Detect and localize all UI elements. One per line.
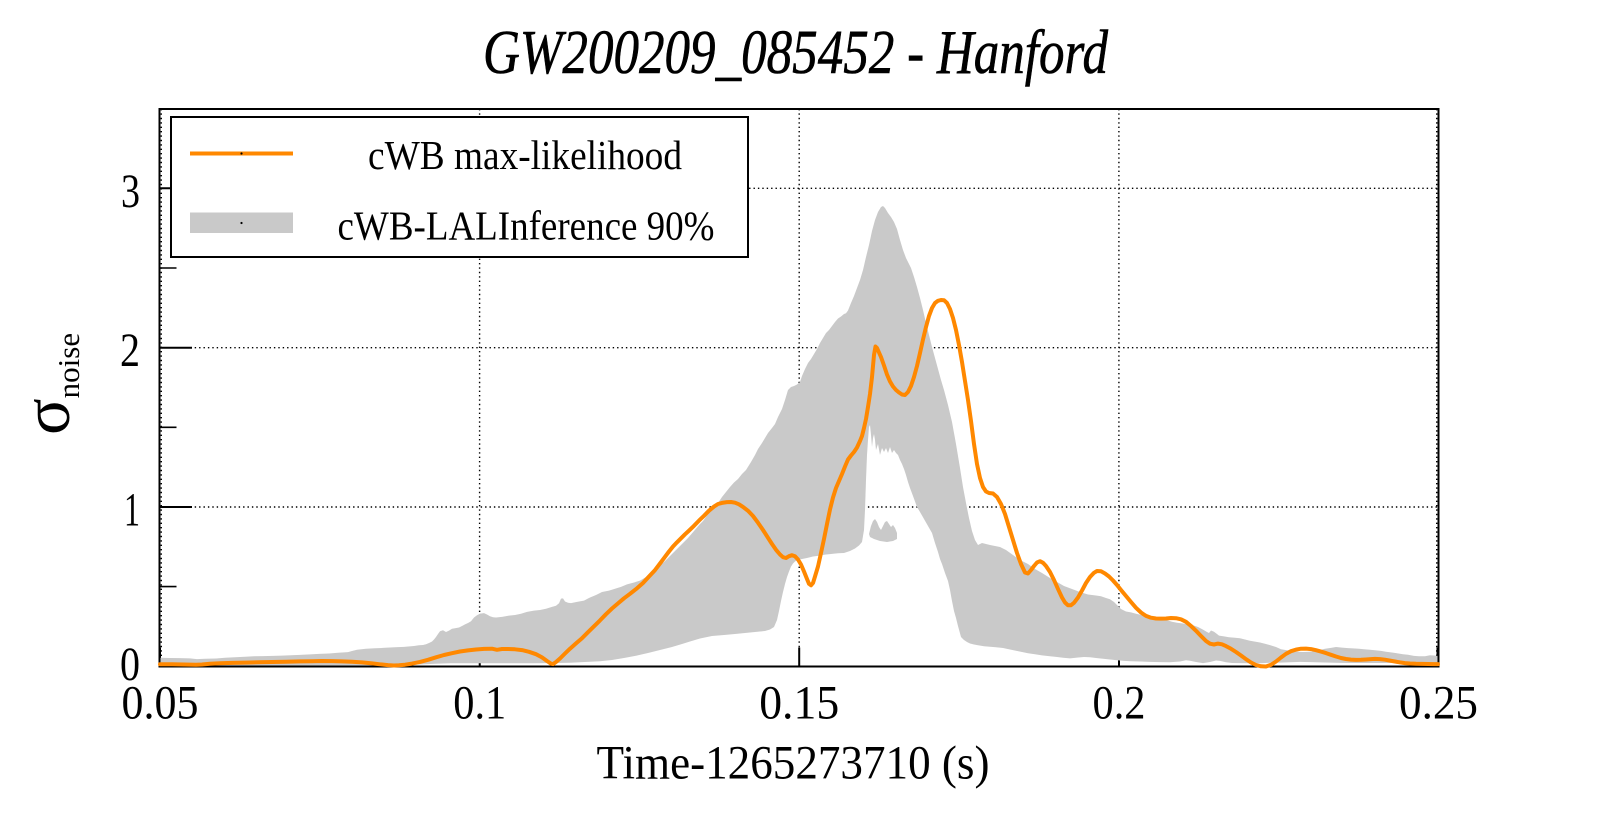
svg-text:0.15: 0.15 [759, 677, 839, 730]
svg-text:0: 0 [120, 638, 140, 691]
svg-text:1: 1 [124, 484, 140, 537]
svg-text:2: 2 [120, 324, 140, 377]
svg-text:cWB max-likelihood: cWB max-likelihood [368, 132, 682, 178]
svg-text:0.25: 0.25 [1399, 677, 1478, 730]
svg-text:0.2: 0.2 [1093, 677, 1146, 730]
svg-text:GW200209_085452 - Hanford: GW200209_085452 - Hanford [483, 19, 1109, 87]
svg-text:Time-1265273710 (s): Time-1265273710 (s) [597, 737, 990, 790]
svg-text:0.05: 0.05 [122, 677, 199, 730]
svg-text:0.1: 0.1 [453, 677, 506, 730]
svg-text:3: 3 [121, 165, 140, 218]
svg-text:cWB-LALInference 90%: cWB-LALInference 90% [338, 203, 715, 249]
